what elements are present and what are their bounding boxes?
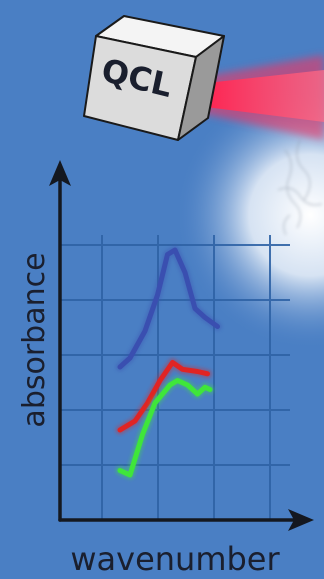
qcl-device: QCL — [83, 15, 225, 141]
spectrum-line-3 — [117, 378, 213, 478]
y-axis-arrowhead — [49, 160, 71, 186]
chart-axes — [58, 170, 300, 522]
y-axis-label: absorbance — [17, 252, 52, 427]
spectra — [115, 245, 222, 480]
sample-texture — [277, 139, 323, 236]
qcl-box-side — [177, 35, 225, 141]
spectrum-line-2 — [117, 360, 210, 433]
x-axis-arrowhead — [288, 509, 314, 531]
laser-beam — [198, 70, 324, 122]
x-axis-label: wavenumber — [70, 540, 280, 578]
spectrum-line-1 — [117, 247, 220, 370]
